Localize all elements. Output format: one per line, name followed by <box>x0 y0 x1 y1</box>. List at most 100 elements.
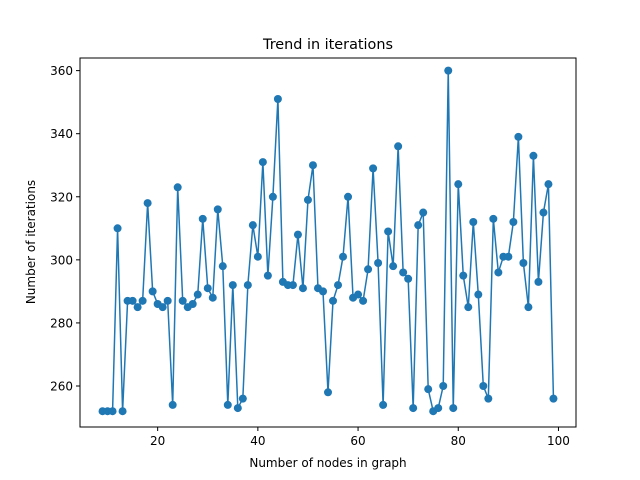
data-point <box>359 296 368 305</box>
data-point <box>504 252 513 261</box>
chart-title: Trend in iterations <box>262 37 393 53</box>
data-point <box>514 132 523 141</box>
y-tick-label: 280 <box>50 316 73 330</box>
data-point <box>519 259 528 267</box>
data-point <box>364 265 373 274</box>
data-point <box>273 95 282 103</box>
x-axis-label: Number of nodes in graph <box>249 456 406 470</box>
data-point <box>449 404 458 413</box>
data-point <box>454 180 463 189</box>
data-point <box>163 296 172 305</box>
data-point <box>158 303 167 312</box>
data-point <box>168 400 177 409</box>
data-point <box>459 271 468 280</box>
data-point <box>113 224 122 233</box>
data-point <box>308 161 317 170</box>
data-point <box>258 158 267 167</box>
data-point <box>173 183 182 192</box>
y-tick-label: 360 <box>50 64 73 78</box>
data-point <box>263 271 272 280</box>
data-point <box>389 262 398 271</box>
data-point <box>354 290 363 299</box>
data-point <box>238 394 247 403</box>
data-point <box>143 199 152 208</box>
x-axis-ticks: 20 40 60 80 100 <box>150 427 570 448</box>
data-point <box>549 394 558 403</box>
data-point <box>324 388 332 397</box>
data-point <box>228 281 237 290</box>
data-point <box>384 227 393 236</box>
data-point <box>394 142 403 151</box>
data-point <box>198 214 207 223</box>
data-point <box>469 218 478 226</box>
data-point <box>479 382 488 390</box>
data-point <box>208 293 217 302</box>
data-point <box>344 192 353 201</box>
data-point <box>218 262 227 271</box>
data-point <box>339 252 348 261</box>
data-point <box>118 407 127 416</box>
data-point <box>318 287 327 296</box>
data-point <box>193 290 202 299</box>
data-point <box>414 221 423 230</box>
data-point <box>494 268 503 277</box>
plot-area <box>80 58 576 427</box>
data-point <box>529 151 538 160</box>
y-tick-label: 260 <box>50 380 73 394</box>
data-point <box>178 296 187 305</box>
y-tick-label: 300 <box>50 253 73 267</box>
data-point <box>489 214 498 223</box>
data-point <box>484 394 493 403</box>
data-point <box>534 277 543 286</box>
axes-frame <box>79 57 577 428</box>
data-point <box>288 281 297 290</box>
data-point <box>404 274 413 283</box>
data-point <box>379 400 388 409</box>
data-point <box>439 382 448 390</box>
data-point <box>424 385 433 394</box>
data-point <box>334 281 343 290</box>
data-point <box>399 268 408 277</box>
data-point <box>464 303 473 312</box>
x-tick-label: 20 <box>150 434 165 448</box>
data-point <box>138 296 147 305</box>
data-point <box>148 287 157 296</box>
y-axis-ticks: 260 280 300 320 340 360 <box>50 64 80 394</box>
data-point <box>223 400 232 409</box>
data-point <box>253 252 262 261</box>
data-point <box>419 208 428 217</box>
data-point <box>434 404 443 413</box>
data-point <box>268 192 277 201</box>
data-point <box>329 296 338 305</box>
data-point <box>509 218 518 226</box>
x-tick-label: 80 <box>451 434 466 448</box>
data-point <box>108 407 117 416</box>
data-point <box>374 259 383 267</box>
y-tick-label: 320 <box>50 190 73 204</box>
x-tick-label: 40 <box>250 434 265 448</box>
x-tick-label: 60 <box>350 434 365 448</box>
data-point <box>298 284 307 293</box>
data-point <box>409 404 418 413</box>
plot-background <box>80 58 576 427</box>
data-point <box>128 296 137 305</box>
data-point <box>544 180 553 189</box>
data-point <box>369 164 378 173</box>
data-point <box>539 208 548 217</box>
data-point <box>213 205 222 214</box>
data-point <box>203 284 212 293</box>
data-point <box>303 195 312 204</box>
x-tick-label: 100 <box>547 434 570 448</box>
data-point <box>243 281 252 290</box>
data-point <box>233 404 242 413</box>
data-point <box>444 66 453 75</box>
data-point <box>133 303 142 312</box>
data-point <box>248 221 257 230</box>
data-point <box>474 290 483 299</box>
data-point <box>524 303 533 312</box>
data-point <box>293 230 302 239</box>
data-point <box>188 300 197 308</box>
series-layer <box>98 66 558 416</box>
y-axis-label: Number of iterations <box>24 180 38 304</box>
